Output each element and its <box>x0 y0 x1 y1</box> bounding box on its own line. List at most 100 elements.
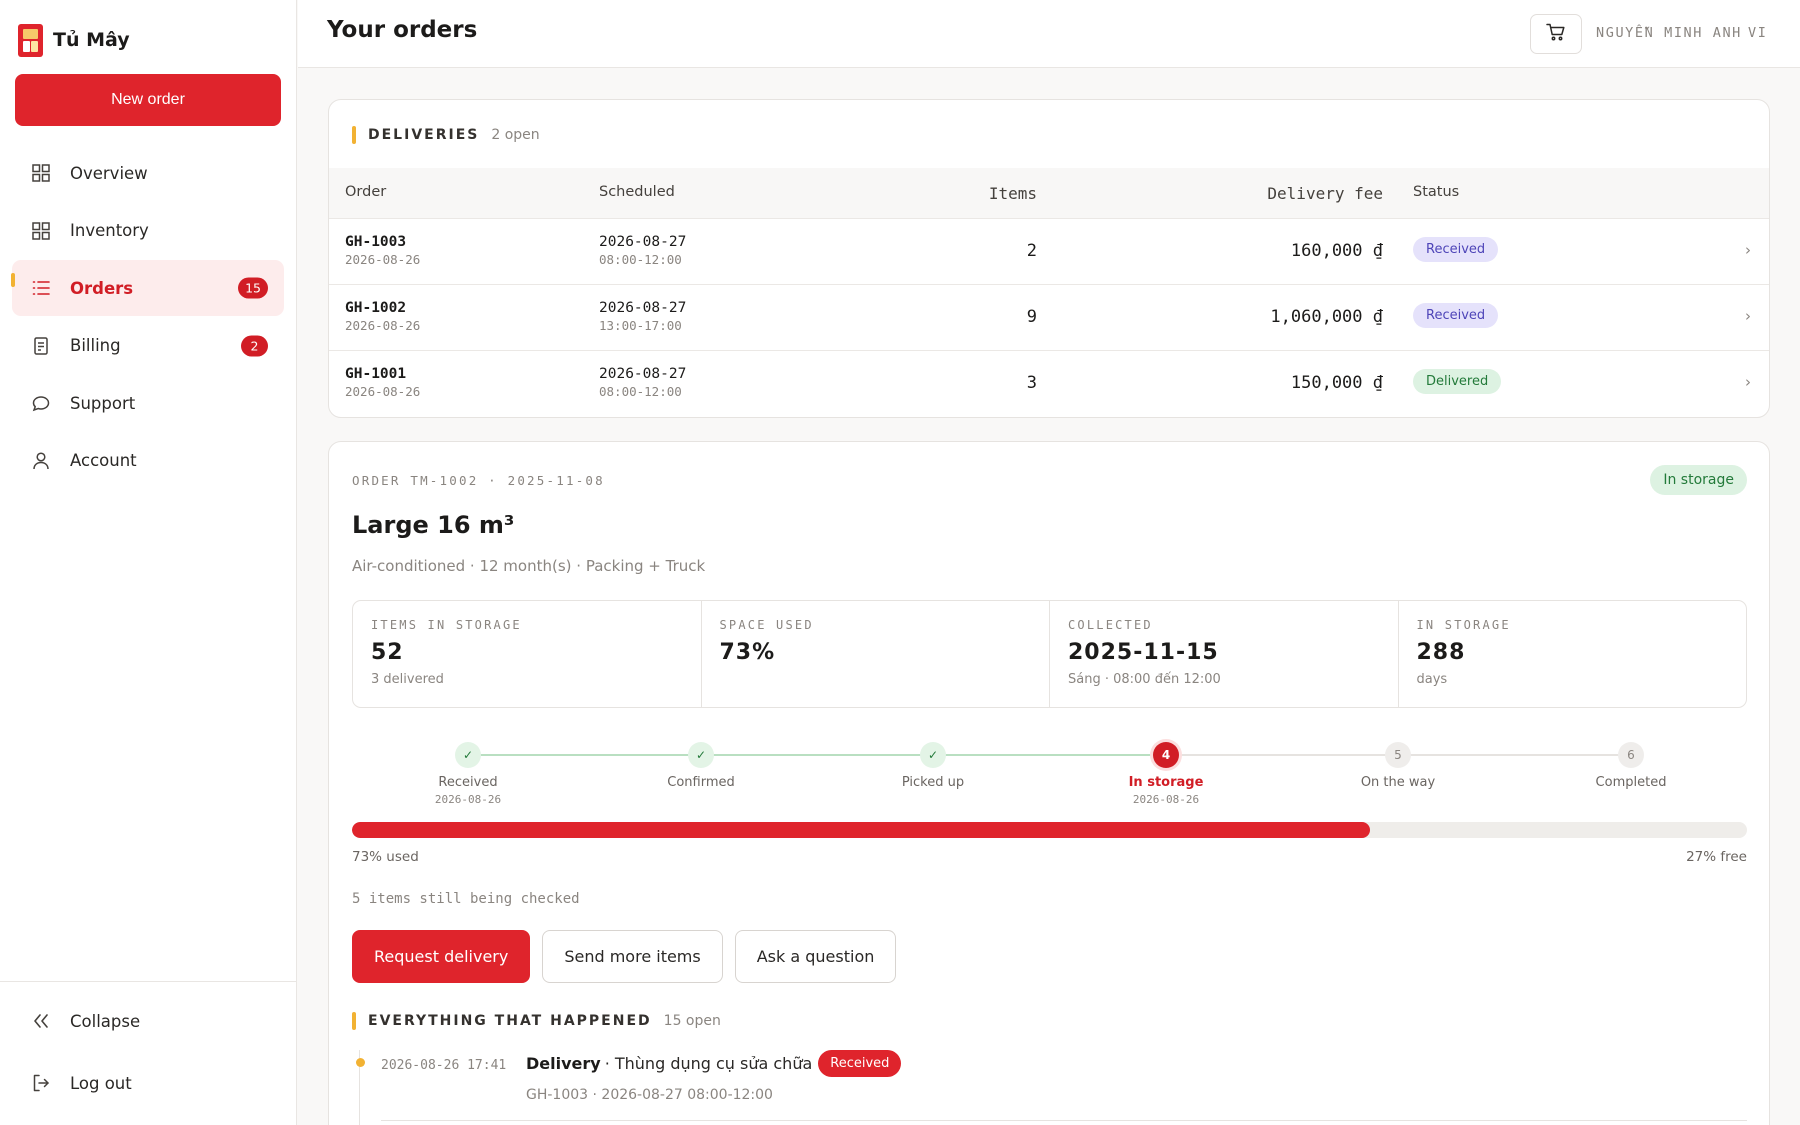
status-cell: Received <box>1413 237 1499 262</box>
sidebar-item-support[interactable]: Support <box>12 375 284 431</box>
order-stats: ITEMS IN STORAGE 52 3 delivered SPACE US… <box>352 600 1747 708</box>
section-count: 15 open <box>663 1013 721 1029</box>
delivery-fee: 1,060,000 ₫ <box>1270 307 1383 327</box>
step-label: In storage <box>1128 775 1204 790</box>
event-detail: · Thùng dụng cụ sửa chữa <box>604 1054 813 1073</box>
stat-label: COLLECTED <box>1068 618 1153 632</box>
step-line-complete <box>468 754 1166 756</box>
sidebar-item-inventory[interactable]: Inventory <box>12 203 284 259</box>
chevron-right-icon[interactable]: › <box>1745 307 1751 325</box>
step-label: Received <box>438 775 498 790</box>
event-sub: GH-1003 · 2026-08-27 08:00-12:00 <box>526 1087 773 1103</box>
event-time: 2026-08-26 17:41 <box>381 1058 507 1073</box>
sidebar-item-billing[interactable]: Billing 2 <box>12 318 284 374</box>
column-header-scheduled[interactable]: Scheduled <box>599 184 675 200</box>
status-cell: Delivered <box>1413 369 1502 394</box>
column-header-status[interactable]: Status <box>1413 184 1460 200</box>
space-free-label: 27% free <box>1686 849 1747 865</box>
cart-button[interactable] <box>1530 14 1582 54</box>
orders-count-badge: 15 <box>238 277 268 299</box>
table-row[interactable]: GH-1001 2026-08-26 2026-08-27 08:00-12:0… <box>329 351 1769 417</box>
items-count: 9 <box>1026 307 1037 327</box>
new-order-button[interactable]: New order <box>15 74 281 126</box>
column-header-items[interactable]: Items <box>988 184 1037 203</box>
sidebar-item-account[interactable]: Account <box>12 433 284 489</box>
order-date: 2026-08-26 <box>345 252 421 267</box>
status-badge: Received <box>1413 237 1499 262</box>
sidebar: Tủ Mây New order Overview Inventory Orde… <box>0 0 297 1125</box>
chevron-right-icon[interactable]: › <box>1745 373 1751 391</box>
chevron-right-icon[interactable]: › <box>1745 241 1751 259</box>
ask-question-button[interactable]: Ask a question <box>734 930 897 983</box>
chat-icon <box>30 392 52 414</box>
table-row[interactable]: GH-1002 2026-08-26 2026-08-27 13:00-17:0… <box>329 285 1769 351</box>
sidebar-item-label: Overview <box>70 163 148 183</box>
event-summary[interactable]: Delivery · Thùng dụng cụ sửa chữa Receiv… <box>526 1050 902 1077</box>
language-switch[interactable]: VI <box>1748 25 1768 41</box>
stat-value: 52 <box>371 640 404 665</box>
brand[interactable]: Tủ Mây <box>18 22 130 58</box>
event-type: Delivery <box>526 1054 601 1073</box>
section-count: 2 open <box>491 127 540 143</box>
stat-days-in-storage: IN STORAGE 288 days <box>1399 601 1747 707</box>
order-cell: GH-1001 2026-08-26 <box>345 366 420 399</box>
receipt-icon <box>30 335 52 357</box>
stat-value: 73% <box>719 640 776 665</box>
sidebar-item-label: Billing <box>70 336 121 355</box>
items-count: 3 <box>1026 373 1037 393</box>
event-status-badge: Received <box>818 1050 902 1077</box>
step-label: Confirmed <box>667 775 735 790</box>
scheduled-time: 08:00-12:00 <box>599 384 682 399</box>
list-icon <box>30 277 52 299</box>
timeline-dot <box>356 1058 365 1067</box>
step-label: On the way <box>1360 775 1436 790</box>
stat-label: ITEMS IN STORAGE <box>371 618 522 632</box>
sidebar-item-label: Orders <box>70 278 134 298</box>
sidebar-item-label: Account <box>70 451 137 470</box>
step-date: 2026-08-26 <box>434 793 502 806</box>
grid-icon <box>30 220 52 242</box>
order-cell: GH-1003 2026-08-26 <box>345 234 420 267</box>
sidebar-item-orders[interactable]: Orders 15 <box>11 260 284 316</box>
order-actions: Request delivery Send more items Ask a q… <box>352 930 897 983</box>
column-header-order[interactable]: Order <box>345 184 387 200</box>
check-icon: ✓ <box>688 742 714 768</box>
logout-button[interactable]: Log out <box>30 1072 132 1094</box>
step-label: Picked up <box>901 775 965 790</box>
request-delivery-button[interactable]: Request delivery <box>352 930 531 983</box>
step-picked-up: ✓ Picked up <box>863 742 1003 790</box>
stat-collected: COLLECTED 2025-11-15 Sáng · 08:00 đến 12… <box>1050 601 1399 707</box>
status-badge: Delivered <box>1413 369 1502 394</box>
step-number: 6 <box>1618 742 1644 768</box>
logout-label: Log out <box>70 1073 132 1093</box>
order-id: GH-1002 <box>345 300 407 316</box>
user-name[interactable]: NGUYỄN MINH ANH <box>1596 25 1742 41</box>
table-row[interactable]: GH-1003 2026-08-26 2026-08-27 08:00-12:0… <box>329 219 1769 285</box>
timeline-divider <box>381 1120 1747 1121</box>
send-more-items-button[interactable]: Send more items <box>542 930 723 983</box>
double-chevron-left-icon <box>30 1010 52 1032</box>
section-accent-bar <box>352 1012 356 1030</box>
brand-logo-icon <box>18 23 43 57</box>
stat-label: IN STORAGE <box>1416 618 1511 632</box>
collapse-button[interactable]: Collapse <box>30 1010 140 1032</box>
stat-label: SPACE USED <box>719 618 814 632</box>
order-meta: ORDER TM-1002 · 2025-11-08 <box>352 473 605 488</box>
page-title: Your orders <box>327 17 478 43</box>
column-header-delivery-fee[interactable]: Delivery fee <box>1267 184 1383 203</box>
step-label: Completed <box>1595 775 1667 790</box>
scheduled-time: 13:00-17:00 <box>599 318 682 333</box>
checking-note: 5 items still being checked <box>352 891 580 907</box>
check-icon: ✓ <box>920 742 946 768</box>
order-date: 2026-08-26 <box>345 318 421 333</box>
order-detail-card: ORDER TM-1002 · 2025-11-08 In storage La… <box>328 441 1770 1125</box>
step-date: 2026-08-26 <box>1132 793 1200 806</box>
order-id: GH-1001 <box>345 366 407 382</box>
cart-icon <box>1546 23 1566 45</box>
status-cell: Received <box>1413 303 1499 328</box>
step-on-the-way: 5 On the way <box>1328 742 1468 790</box>
step-confirmed: ✓ Confirmed <box>631 742 771 790</box>
stat-value: 2025-11-15 <box>1068 640 1219 665</box>
items-count: 2 <box>1026 241 1037 261</box>
sidebar-item-overview[interactable]: Overview <box>12 145 284 201</box>
